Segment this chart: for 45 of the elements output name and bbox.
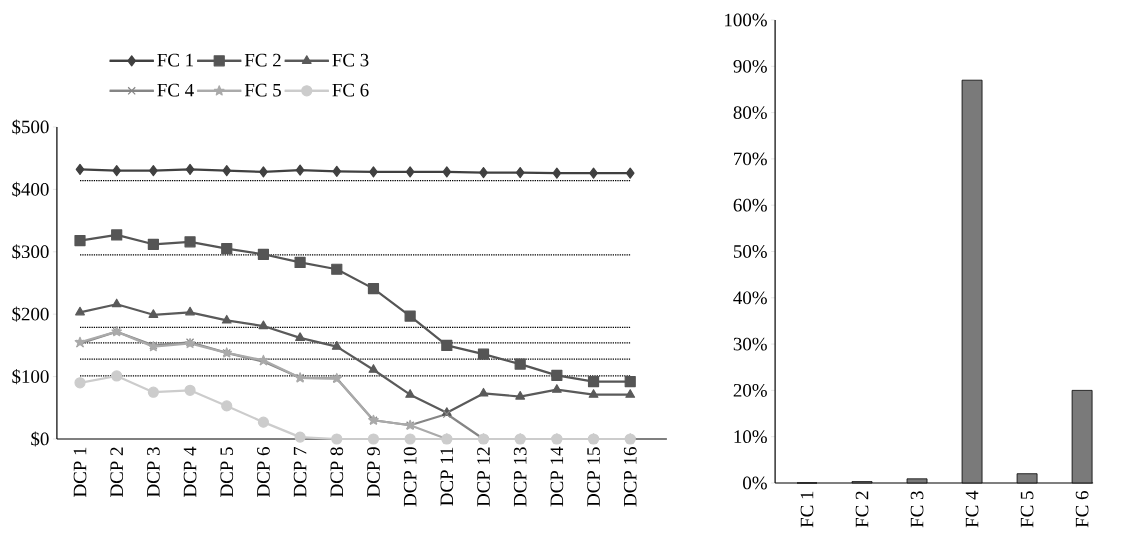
x-tick-label: FC 1 [800, 491, 814, 528]
x-tick-label: FC 3 [910, 491, 924, 528]
x-tick-label: DCP 2 [110, 447, 124, 497]
legend-label: FC 5 [244, 83, 281, 97]
x-tick-label: DCP 16 [623, 447, 637, 507]
legend-label: FC 6 [332, 83, 369, 97]
y-tick-label: $500 [12, 119, 49, 135]
y-tick-label: $0 [31, 431, 49, 447]
y-tick-label: 0% [743, 476, 767, 490]
y-tick-label: $200 [12, 306, 49, 322]
x-tick-label: DCP 1 [73, 447, 87, 497]
x-tick-label: DCP 14 [550, 446, 564, 507]
x-tick-label: DCP 6 [257, 447, 270, 497]
x-tick-label: DCP 11 [440, 447, 454, 506]
x-tick-label: DCP 10 [403, 447, 417, 507]
legend-label: FC 2 [244, 53, 281, 67]
x-tick-label: FC 4 [965, 490, 979, 528]
x-tick-label: DCP 12 [477, 447, 490, 507]
y-tick-label: 10% [734, 430, 767, 444]
x-tick-label: DCP 8 [330, 447, 344, 497]
y-tick-label: 50% [733, 245, 767, 258]
legend-label: FC 1 [157, 53, 193, 67]
x-tick-label: DCP 9 [367, 447, 380, 497]
y-tick-label: 70% [734, 152, 767, 166]
y-tick-label: 80% [733, 106, 767, 119]
y-tick-label: 60% [733, 198, 767, 212]
x-tick-label: FC 5 [1020, 491, 1034, 528]
y-tick-label: 20% [733, 383, 767, 397]
x-tick-label: DCP 3 [147, 447, 160, 497]
y-tick-label: $100 [12, 369, 49, 385]
x-tick-label: DCP 13 [513, 447, 527, 507]
legend-label: FC 3 [332, 53, 369, 67]
y-tick-label: 100% [725, 13, 767, 27]
y-tick-label: $400 [12, 181, 49, 197]
x-tick-label: DCP 5 [220, 447, 234, 497]
x-tick-label: FC 2 [855, 491, 869, 528]
y-tick-label: 40% [733, 291, 767, 305]
y-tick-label: 30% [733, 337, 767, 351]
y-tick-label: 90% [733, 59, 767, 73]
x-tick-label: FC 6 [1075, 491, 1089, 528]
y-tick-label: $300 [12, 244, 49, 260]
x-tick-label: DCP 7 [293, 447, 307, 497]
legend-label: FC 4 [157, 83, 194, 97]
x-tick-label: DCP 4 [183, 446, 197, 497]
x-tick-label: DCP 15 [587, 447, 600, 507]
